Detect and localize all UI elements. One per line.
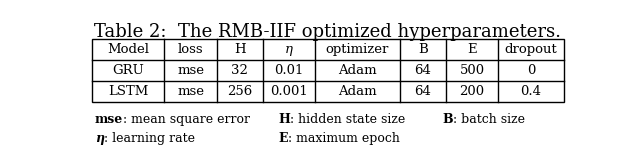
Text: Adam: Adam (338, 85, 377, 98)
Text: : mean square error: : mean square error (123, 113, 250, 126)
Text: η: η (285, 43, 292, 56)
Text: LSTM: LSTM (108, 85, 148, 98)
Text: H: H (234, 43, 246, 56)
Text: 500: 500 (460, 64, 484, 77)
Text: 256: 256 (227, 85, 252, 98)
Text: 0.01: 0.01 (274, 64, 303, 77)
Text: mse: mse (177, 64, 204, 77)
Text: 64: 64 (415, 64, 431, 77)
Text: optimizer: optimizer (326, 43, 389, 56)
Text: 32: 32 (231, 64, 248, 77)
Text: η: η (95, 132, 104, 145)
Text: B: B (442, 113, 452, 126)
Text: Model: Model (108, 43, 149, 56)
Text: GRU: GRU (113, 64, 145, 77)
Text: Adam: Adam (338, 64, 377, 77)
Text: : hidden state size: : hidden state size (291, 113, 406, 126)
Text: loss: loss (178, 43, 204, 56)
Text: E: E (467, 43, 477, 56)
Text: dropout: dropout (504, 43, 557, 56)
Text: B: B (418, 43, 428, 56)
Text: : learning rate: : learning rate (104, 132, 195, 145)
Text: 200: 200 (460, 85, 484, 98)
Text: Table 2:  The RMB-IIF optimized hyperparameters.: Table 2: The RMB-IIF optimized hyperpara… (95, 23, 561, 40)
Text: : maximum epoch: : maximum epoch (288, 132, 400, 145)
Text: H: H (278, 113, 291, 126)
Text: 64: 64 (415, 85, 431, 98)
Text: 0: 0 (527, 64, 535, 77)
Text: 0.001: 0.001 (270, 85, 308, 98)
Text: : batch size: : batch size (452, 113, 525, 126)
Text: mse: mse (177, 85, 204, 98)
Text: E: E (278, 132, 288, 145)
Text: 0.4: 0.4 (520, 85, 541, 98)
Text: mse: mse (95, 113, 123, 126)
